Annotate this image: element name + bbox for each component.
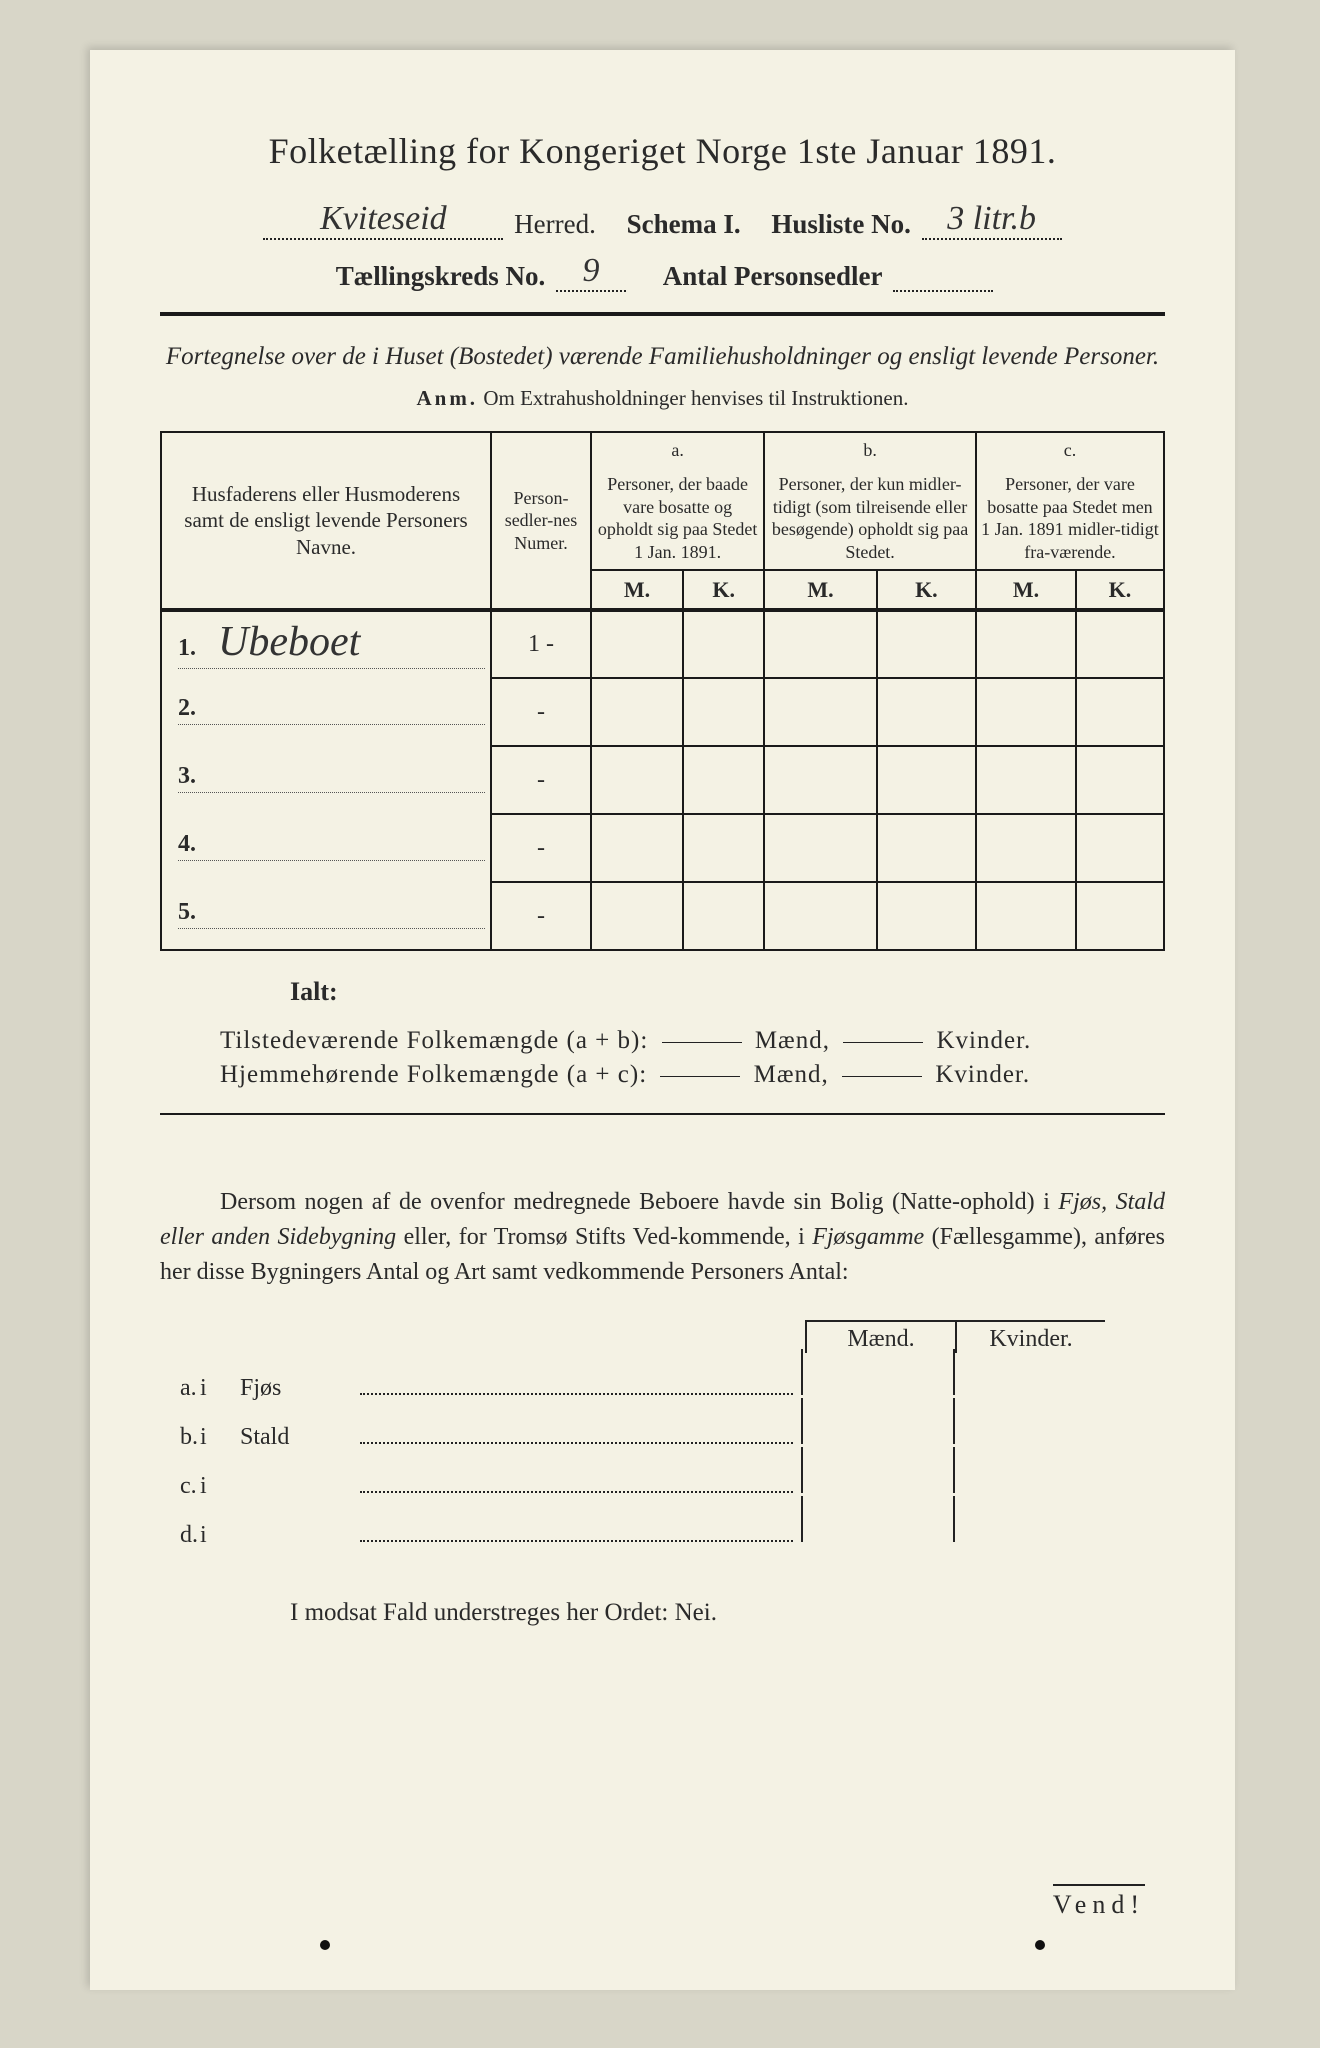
sub-k: K.: [1076, 570, 1164, 610]
table-row: 5. -: [161, 882, 1164, 950]
row-num: 3.: [178, 763, 206, 790]
table-row: 2. -: [161, 678, 1164, 746]
building-row: a. i Fjøs: [160, 1361, 1165, 1402]
ink-dot: [320, 1940, 330, 1950]
divider: [160, 1113, 1165, 1115]
schema-label: Schema I.: [627, 209, 741, 240]
anm-text: Om Extrahusholdninger henvises til Instr…: [483, 386, 908, 410]
col-b-header: Personer, der kun midler-tidigt (som til…: [764, 467, 976, 570]
antal-value: [893, 290, 993, 292]
row-ps: -: [491, 882, 591, 950]
divider: [160, 312, 1165, 316]
row-ps: -: [491, 678, 591, 746]
totals-line-2: Hjemmehørende Folkemængde (a + c): Mænd,…: [220, 1061, 1165, 1089]
totals-line-1: Tilstedeværende Folkemængde (a + b): Mæn…: [220, 1027, 1165, 1055]
row-num: 2.: [178, 695, 206, 722]
kvinder-header: Kvinder.: [955, 1320, 1105, 1353]
table-row: 3. -: [161, 746, 1164, 814]
kreds-label: Tællingskreds No.: [336, 261, 546, 292]
ink-dot: [1035, 1940, 1045, 1950]
vend-label: Vend!: [1053, 1884, 1145, 1920]
buildings-block: Mænd. Kvinder. a. i Fjøs b. i Stald c. i: [160, 1320, 1165, 1549]
row-name: Ubeboet: [218, 618, 360, 666]
table-row: 4. -: [161, 814, 1164, 882]
row-num: 4.: [178, 831, 206, 858]
sub-m: M.: [976, 570, 1076, 610]
building-row: b. i Stald: [160, 1410, 1165, 1451]
col-a-label: a.: [591, 432, 764, 468]
census-form-page: Folketælling for Kongeriget Norge 1ste J…: [90, 50, 1235, 1990]
row-ps: 1 -: [491, 610, 591, 678]
herred-value: Kviteseid: [263, 200, 503, 240]
row-ps: -: [491, 746, 591, 814]
header-row-2: Tællingskreds No. 9 Antal Personsedler: [160, 252, 1165, 292]
antal-label: Antal Personsedler: [663, 261, 883, 292]
row-ps: -: [491, 814, 591, 882]
intro-text: Fortegnelse over de i Huset (Bostedet) v…: [160, 340, 1165, 374]
husliste-value: 3 litr.b: [922, 200, 1062, 240]
buildings-headers: Mænd. Kvinder.: [160, 1320, 1165, 1353]
main-table: Husfaderens eller Husmoderens samt de en…: [160, 431, 1165, 952]
ialt-label: Ialt:: [290, 977, 1165, 1007]
col-a-header: Personer, der baade vare bosatte og opho…: [591, 467, 764, 570]
building-row: d. i: [160, 1508, 1165, 1549]
col-names-header: Husfaderens eller Husmoderens samt de en…: [161, 432, 491, 611]
building-row: c. i: [160, 1459, 1165, 1500]
header-row-1: Kviteseid Herred. Schema I. Husliste No.…: [160, 200, 1165, 240]
paragraph: Dersom nogen af de ovenfor medregnede Be…: [160, 1185, 1165, 1289]
anm-line: Anm. Om Extrahusholdninger henvises til …: [160, 386, 1165, 411]
col-c-header: Personer, der vare bosatte paa Stedet me…: [976, 467, 1164, 570]
sub-m: M.: [591, 570, 683, 610]
table-row: 1. Ubeboet 1 -: [161, 610, 1164, 678]
page-title: Folketælling for Kongeriget Norge 1ste J…: [160, 130, 1165, 172]
col-b-label: b.: [764, 432, 976, 468]
row-num: 1.: [178, 635, 206, 662]
nei-line: I modsat Fald understreges her Ordet: Ne…: [290, 1599, 1165, 1627]
sub-k: K.: [877, 570, 976, 610]
maend-header: Mænd.: [805, 1320, 955, 1353]
sub-m: M.: [764, 570, 877, 610]
col-c-label: c.: [976, 432, 1164, 468]
husliste-label: Husliste No.: [771, 209, 911, 240]
row-num: 5.: [178, 899, 206, 926]
sub-k: K.: [683, 570, 764, 610]
col-ps-header: Person-sedler-nes Numer.: [491, 432, 591, 611]
herred-label: Herred.: [514, 209, 596, 240]
kreds-value: 9: [556, 252, 626, 292]
anm-label: Anm.: [416, 386, 478, 410]
